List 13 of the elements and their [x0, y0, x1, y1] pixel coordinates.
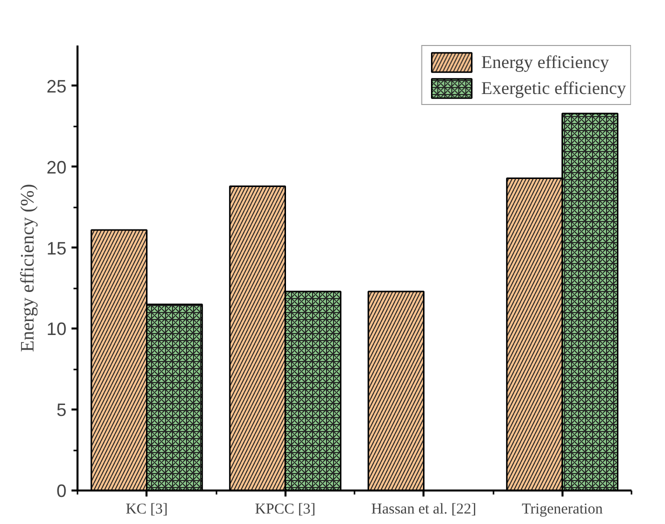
y-tick-label: 5 [56, 400, 67, 420]
y-tick-label: 0 [56, 481, 67, 501]
x-tick-label: KPCC [3] [255, 502, 316, 518]
x-tick-label: KC [3] [126, 502, 168, 518]
legend-label: Exergetic efficiency [481, 76, 626, 100]
legend-label: Energy efficiency [481, 50, 610, 74]
y-tick-label: 10 [46, 319, 67, 340]
y-tick-label: 25 [46, 76, 67, 96]
x-tick-label: Hassan et al. [22] [371, 502, 476, 518]
y-axis-title: Energy efficiency (%) [17, 184, 38, 352]
x-tick-label: Trigeneration [522, 502, 604, 518]
y-tick-label: 20 [46, 157, 67, 178]
y-tick-label: 15 [46, 238, 67, 258]
